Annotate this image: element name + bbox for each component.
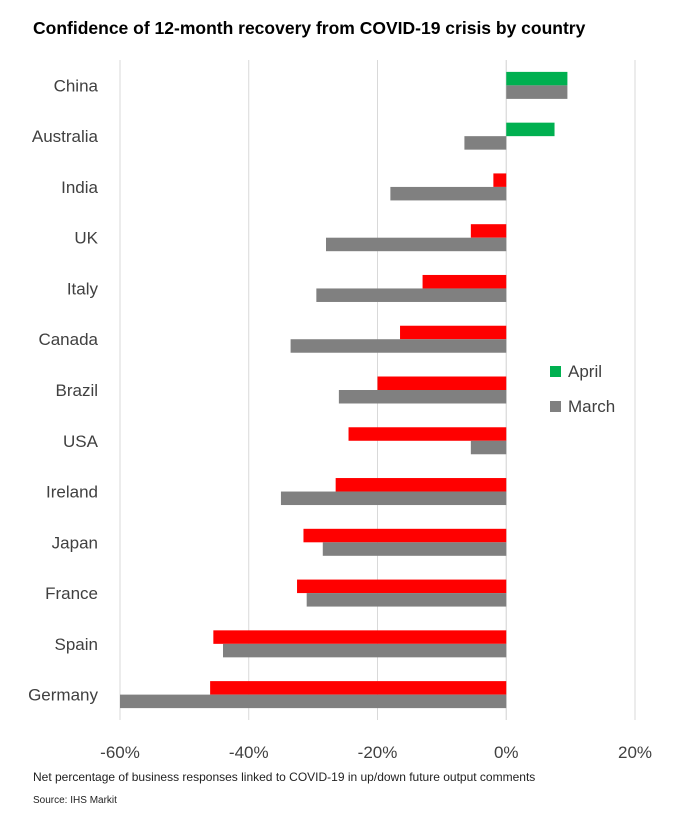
bar-april-spain (213, 630, 507, 644)
bar-april-australia (506, 122, 555, 137)
bar-march-spain (223, 643, 507, 658)
bar-march-uk (326, 237, 507, 252)
bar-april-uk (470, 224, 507, 238)
bar-march-canada (290, 339, 507, 353)
category-label: Italy (67, 279, 99, 298)
category-label: Germany (28, 686, 98, 705)
category-label: India (61, 178, 98, 197)
bar-april-india (493, 173, 507, 187)
bar-march-japan (322, 542, 507, 556)
category-label: France (45, 584, 98, 603)
category-label: Australia (32, 127, 99, 146)
bar-march-france (306, 593, 507, 607)
bar-april-usa (348, 427, 507, 441)
category-label: Brazil (55, 381, 98, 400)
category-label: Spain (55, 635, 98, 654)
bar-march-ireland (280, 491, 507, 506)
x-tick-label: 0% (494, 743, 519, 762)
category-label: Canada (38, 330, 98, 349)
category-label: USA (63, 432, 99, 451)
bar-march-india (390, 186, 507, 201)
bar-april-japan (303, 528, 507, 543)
bar-march-usa (470, 440, 507, 455)
x-tick-label: -60% (100, 743, 140, 762)
bar-april-france (297, 579, 507, 594)
x-tick-label: -40% (229, 743, 269, 762)
category-label: Japan (52, 533, 98, 552)
category-label: Ireland (46, 483, 98, 502)
bar-april-italy (422, 274, 507, 289)
category-label: UK (74, 229, 98, 248)
chart-title: Confidence of 12-month recovery from COV… (33, 18, 586, 38)
bar-april-canada (400, 325, 507, 340)
legend-swatch-april (550, 366, 561, 377)
bar-april-germany (210, 681, 507, 695)
bar-march-china (506, 85, 568, 99)
bar-april-ireland (335, 478, 507, 492)
bar-march-italy (316, 288, 507, 302)
bar-april-brazil (377, 376, 507, 390)
legend-swatch-march (550, 401, 561, 412)
axis-footnote: Net percentage of business responses lin… (33, 770, 536, 784)
x-tick-label: -20% (358, 743, 398, 762)
bar-march-germany (120, 694, 507, 709)
bar-march-brazil (338, 390, 507, 404)
x-tick-label: 20% (618, 743, 652, 762)
category-label: China (54, 76, 99, 95)
legend-label-march: March (568, 397, 615, 416)
source-note: Source: IHS Markit (33, 795, 117, 806)
bar-april-china (506, 71, 568, 86)
bar-march-australia (464, 136, 507, 150)
legend-label-april: April (568, 362, 602, 381)
